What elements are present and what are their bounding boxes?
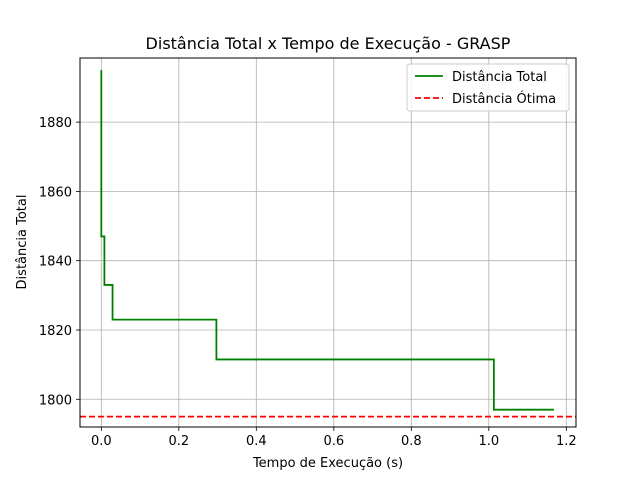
legend-label-distancia-total: Distância Total <box>452 70 547 85</box>
y-tick-label: 1880 <box>39 116 72 131</box>
y-tick-label: 1820 <box>39 324 72 339</box>
x-axis: 0.0 0.2 0.4 0.6 0.8 1.0 1.2 <box>91 427 577 449</box>
chart-title: Distância Total x Tempo de Execução - GR… <box>146 34 511 53</box>
legend: Distância Total Distância Ótima <box>406 63 570 112</box>
series-layer <box>80 70 576 418</box>
plot-area-frame <box>79 57 577 428</box>
x-tick-label: 0.4 <box>246 434 267 449</box>
x-axis-label: Tempo de Execução (s) <box>252 456 403 471</box>
legend-box <box>406 63 570 112</box>
x-tick-label: 0.0 <box>91 434 112 449</box>
x-tick-label: 1.2 <box>556 434 577 449</box>
x-tick-label: 0.8 <box>401 434 422 449</box>
y-tick-label: 1800 <box>39 393 72 408</box>
series-line-distancia-total <box>100 70 554 411</box>
x-tick-label: 1.0 <box>478 434 499 449</box>
y-axis-label: Distância Total <box>15 195 30 290</box>
legend-label-distancia-otima: Distância Ótima <box>452 91 556 107</box>
y-axis: 1800 1820 1840 1860 1880 <box>39 116 80 408</box>
y-tick-label: 1840 <box>39 255 72 270</box>
grid <box>80 58 576 427</box>
y-tick-label: 1860 <box>39 185 72 200</box>
x-tick-label: 0.2 <box>168 434 189 449</box>
x-tick-label: 0.6 <box>323 434 344 449</box>
